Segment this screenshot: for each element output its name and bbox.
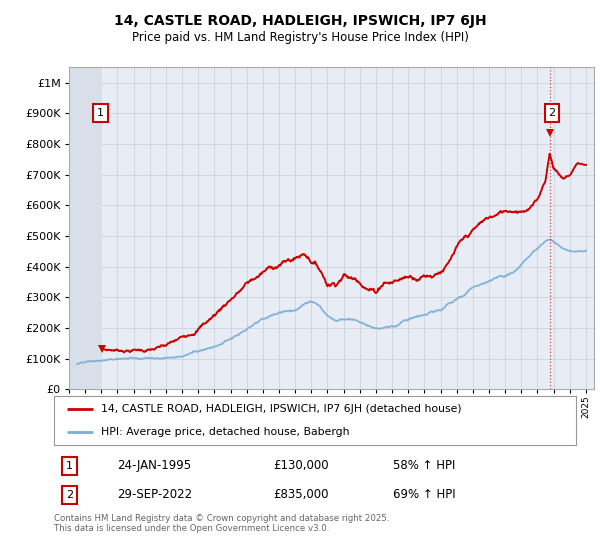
Text: 14, CASTLE ROAD, HADLEIGH, IPSWICH, IP7 6JH (detached house): 14, CASTLE ROAD, HADLEIGH, IPSWICH, IP7 …	[101, 404, 461, 414]
Text: 1: 1	[97, 108, 104, 118]
Text: 24-JAN-1995: 24-JAN-1995	[116, 459, 191, 473]
Text: Price paid vs. HM Land Registry's House Price Index (HPI): Price paid vs. HM Land Registry's House …	[131, 31, 469, 44]
Text: 69% ↑ HPI: 69% ↑ HPI	[394, 488, 456, 502]
Text: 1: 1	[66, 461, 73, 471]
Text: 58% ↑ HPI: 58% ↑ HPI	[394, 459, 455, 473]
Text: £130,000: £130,000	[273, 459, 329, 473]
Text: HPI: Average price, detached house, Babergh: HPI: Average price, detached house, Babe…	[101, 427, 349, 437]
Text: 14, CASTLE ROAD, HADLEIGH, IPSWICH, IP7 6JH: 14, CASTLE ROAD, HADLEIGH, IPSWICH, IP7 …	[113, 14, 487, 28]
Text: 29-SEP-2022: 29-SEP-2022	[116, 488, 192, 502]
Bar	[69, 67, 103, 389]
Text: Contains HM Land Registry data © Crown copyright and database right 2025.
This d: Contains HM Land Registry data © Crown c…	[54, 514, 389, 534]
Text: 2: 2	[66, 490, 73, 500]
Text: 2: 2	[548, 108, 556, 118]
Text: £835,000: £835,000	[273, 488, 329, 502]
